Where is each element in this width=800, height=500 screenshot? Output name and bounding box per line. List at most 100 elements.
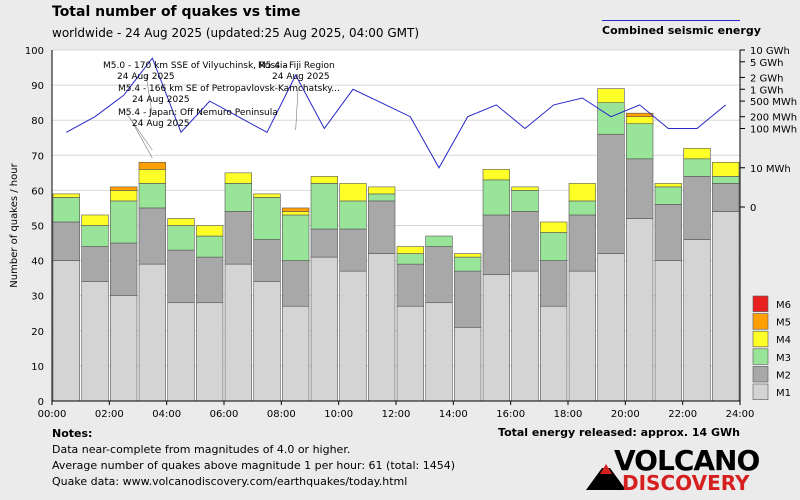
x-tick-label: 14:00 [439,409,468,420]
bar-m1 [196,302,224,402]
y-tick-label: 30 [31,292,44,303]
legend-swatch-m1 [752,383,769,400]
bar-m2 [196,256,224,304]
bar-m2 [339,228,367,272]
bar-m2 [167,249,195,304]
bar-m4 [683,147,711,160]
bar-m1 [310,256,338,402]
energy-legend-label: Combined seismic energy [602,24,761,37]
y-tick-label: 80 [31,116,44,127]
bar-m1 [110,295,138,402]
bar-m3 [339,200,367,230]
bar-m3 [654,186,682,205]
energy-tick-label: 1 GWh [750,85,784,96]
bar-m2 [540,260,568,307]
annotation-date: 24 Aug 2025 [272,72,330,82]
bar-m3 [396,253,424,265]
bar-m4 [654,183,682,188]
bar-m2 [454,270,482,328]
annotation-label: M5.0 - 170 km SSE of Vilyuchinsk, Russia [103,61,288,71]
bar-m3 [110,200,138,244]
bar-m4 [224,172,252,184]
x-tick-label: 04:00 [152,409,181,420]
bar-m2 [81,246,109,282]
bar-m3 [482,179,510,216]
bar-m3 [282,214,310,261]
bar-m4 [167,218,195,226]
chart-title: Total number of quakes vs time [52,4,301,20]
bar-m1 [626,218,654,402]
bar-m1 [654,260,682,402]
bar-m1 [81,281,109,402]
bar-m3 [568,200,596,216]
bar-m1 [712,211,740,402]
notes-heading: Notes: [52,427,93,440]
bar-m5 [110,186,138,191]
bar-m4 [454,253,482,258]
bar-m2 [654,204,682,261]
bar-m1 [282,305,310,402]
bar-m2 [110,242,138,297]
bar-m2 [482,214,510,275]
total-energy: Total energy released: approx. 14 GWh [498,426,740,439]
bar-m1 [568,270,596,402]
bar-m3 [597,102,625,135]
legend-label: M4 [776,335,791,346]
bar-m1 [368,253,396,402]
bar-m2 [224,211,252,265]
y-tick-label: 90 [31,81,44,92]
y-tick-label: 10 [31,362,44,373]
notes-line: Quake data: www.volcanodiscovery.com/ear… [52,475,408,488]
bar-m3 [540,232,568,261]
bar-m3 [310,183,338,230]
annotation-date: 24 Aug 2025 [132,95,190,105]
bar-m1 [597,253,625,402]
bar-m4 [253,193,281,198]
bar-m1 [167,302,195,402]
bar-m5 [626,112,654,117]
y-tick-label: 40 [31,257,44,268]
y-tick-label: 100 [25,46,44,57]
bar-m4 [511,186,539,191]
bar-m1 [454,326,482,402]
volcano-icon [586,464,626,490]
notes: Notes: Data near-complete from magnitude… [52,426,455,490]
annotation-date: 24 Aug 2025 [132,119,190,129]
bar-m2 [568,214,596,272]
x-tick-label: 18:00 [554,409,583,420]
bar-m4 [52,193,80,198]
energy-line [66,57,727,169]
bar-m1 [683,239,711,402]
bar-m1 [339,270,367,402]
x-tick-label: 10:00 [324,409,353,420]
legend-label: M2 [776,370,791,381]
notes-line: Average number of quakes above magnitude… [52,459,455,472]
bar-m2 [368,200,396,254]
energy-tick-label: 500 MWh [750,97,797,108]
bar-m3 [224,183,252,212]
x-tick-label: 22:00 [668,409,697,420]
x-tick-label: 12:00 [382,409,411,420]
bar-m4 [339,183,367,202]
y-axis-title: Number of quakes / hour [9,162,20,287]
energy-tick-label: 10 GWh [750,46,790,57]
legend-label: M6 [776,300,791,311]
energy-tick-label: 100 MWh [750,125,797,136]
bar-m4 [482,169,510,181]
annotation-label: M5.4 - Fiji Region [258,61,335,71]
bar-m3 [712,176,740,184]
bar-m4 [196,225,224,237]
annotation-leader [145,74,153,116]
bar-m2 [310,228,338,258]
volcano-discovery-logo: VOLCANO DISCOVERY [586,446,760,494]
bar-m3 [81,225,109,247]
bar-m5 [138,162,166,170]
bar-m4 [138,169,166,184]
annotation-label: M5.4 - 166 km SE of Petropavlovsk-Kamcha… [118,84,340,94]
bar-m3 [683,158,711,177]
y-tick-label: 50 [31,222,44,233]
annotation-leader [129,117,153,159]
bar-m1 [138,263,166,402]
bar-m4 [110,190,138,202]
x-tick-label: 06:00 [210,409,239,420]
